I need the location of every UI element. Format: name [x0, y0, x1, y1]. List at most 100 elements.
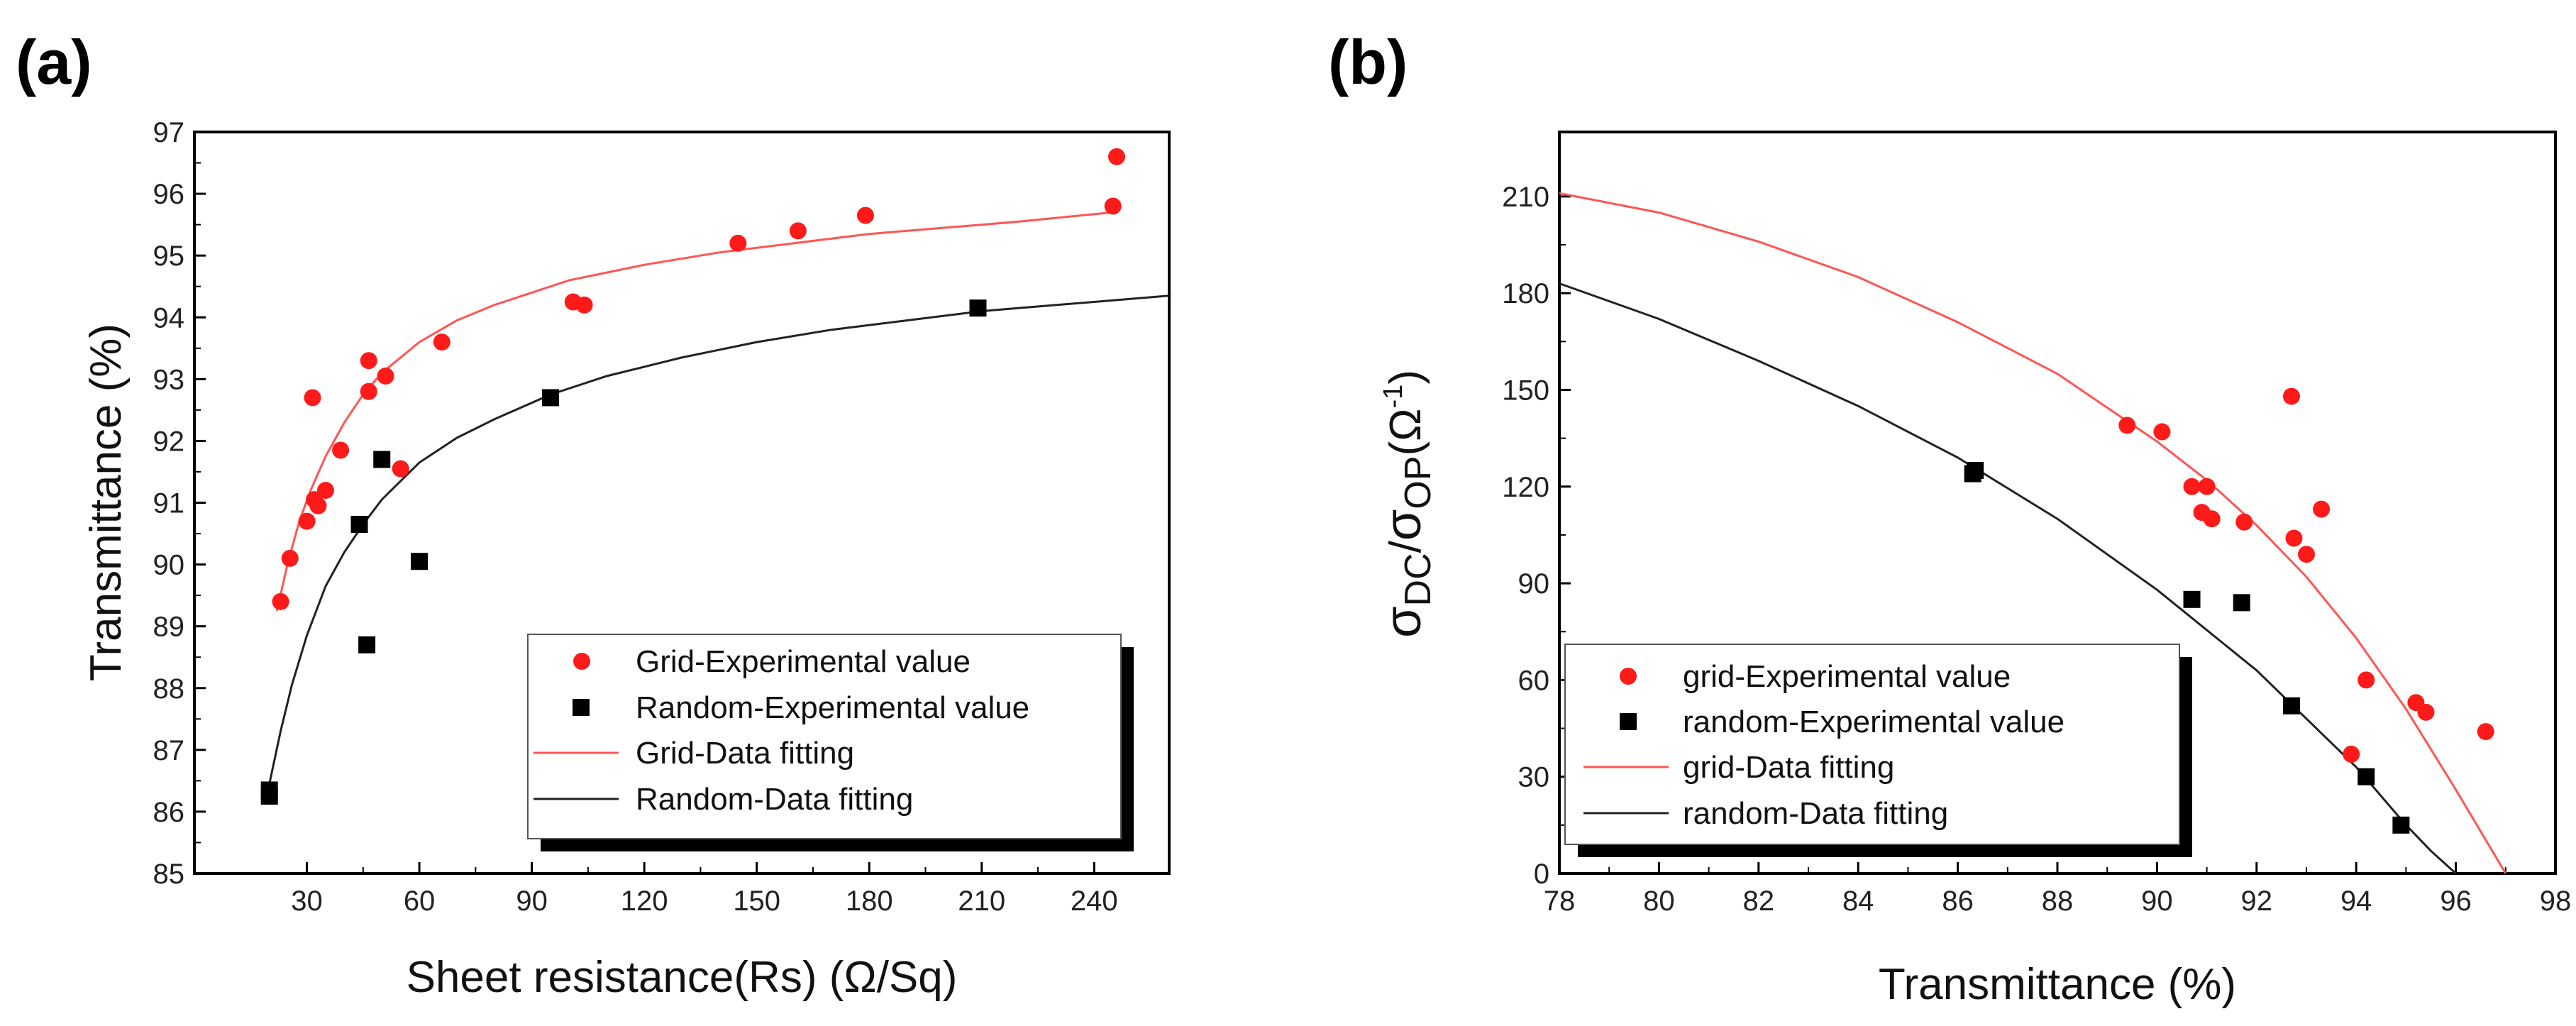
x-tick-label: 180 [846, 886, 893, 917]
legend-label-random-exp-b: random-Experimental value [1683, 705, 2064, 739]
data-point [729, 234, 747, 252]
data-point [2282, 387, 2300, 405]
ylabel-sigma-2: σ [1375, 509, 1432, 541]
y-tick-label: 97 [153, 117, 185, 148]
data-point [1104, 197, 1122, 215]
data-point [575, 296, 593, 314]
data-point [2392, 816, 2410, 834]
data-point [316, 482, 334, 500]
data-point [304, 389, 321, 407]
data-point [2198, 478, 2216, 495]
data-point [2343, 745, 2360, 763]
y-tick-label: 85 [153, 859, 185, 890]
data-point [332, 441, 350, 459]
panel-label-b: (b) [1328, 27, 1408, 97]
data-point [358, 636, 376, 653]
x-tick-label: 78 [1544, 886, 1576, 917]
x-tick-label: 60 [404, 886, 436, 917]
x-tick-label: 150 [733, 886, 780, 917]
data-point [2203, 510, 2221, 528]
y-tick-label: 150 [1502, 375, 1549, 406]
y-tick-label: 91 [153, 488, 185, 519]
x-tick-label: 84 [1842, 886, 1874, 917]
x-tick-label: 94 [2340, 886, 2372, 917]
data-point [350, 515, 368, 533]
x-tick-label: 90 [2141, 886, 2173, 917]
y-tick-label: 120 [1502, 472, 1549, 503]
y-axis-title-a: Transmittance (%) [82, 324, 131, 681]
legend-label-grid-fit-a: Grid-Data fitting [636, 736, 854, 771]
fit-lines-a [268, 211, 1170, 785]
data-point [360, 382, 377, 400]
legend-marker-random-exp-a [573, 699, 590, 716]
x-tick-label: 80 [1643, 886, 1675, 917]
y-tick-label: 93 [153, 364, 185, 395]
legend-label-random-exp-a: Random-Experimental value [636, 690, 1029, 725]
y-tick-label: 30 [1518, 762, 1550, 793]
x-tick-label: 120 [621, 886, 668, 917]
data-point [856, 206, 874, 224]
legend-a: Grid-Experimental value Random-Experimen… [527, 634, 1134, 851]
data-point [2282, 697, 2300, 715]
data-point [433, 333, 450, 351]
x-tick-label: 86 [1942, 886, 1974, 917]
data-point [360, 352, 377, 370]
data-point [373, 451, 391, 468]
data-point [789, 222, 807, 240]
ylabel-sub-op: OP [1398, 456, 1439, 509]
legend-label-grid-fit-b: grid-Data fitting [1683, 750, 1894, 785]
panel-label-a: (a) [16, 27, 92, 97]
x-tick-label: 30 [291, 886, 323, 917]
y-tick-label: 210 [1502, 182, 1549, 213]
data-point [2313, 500, 2331, 518]
x-tick-label: 240 [1071, 886, 1118, 917]
legend-box-a [527, 634, 1122, 839]
ylabel-unit-sup: -1 [1378, 385, 1408, 409]
data-point [2233, 594, 2250, 612]
y-tick-label: 88 [153, 673, 185, 705]
legend-marker-random-exp-b [1620, 713, 1637, 730]
data-point [2153, 423, 2171, 441]
data-point [2357, 768, 2375, 785]
x-tick-label: 88 [2042, 886, 2074, 917]
y-tick-label: 87 [153, 735, 185, 766]
y-tick-label: 90 [153, 550, 185, 581]
data-point [392, 460, 409, 478]
data-point [542, 389, 560, 407]
fit-line-a-2 [275, 211, 1113, 612]
x-tick-label: 92 [2241, 886, 2273, 917]
x-axis-title-b: Transmittance (%) [1879, 960, 2236, 1009]
y-tick-label: 90 [1518, 568, 1550, 600]
data-point [2285, 529, 2303, 547]
y-tick-label: 92 [153, 426, 185, 457]
data-point [2357, 671, 2375, 689]
legend-label-random-fit-a: Random-Data fitting [636, 782, 913, 817]
legend-marker-grid-exp-b [1620, 668, 1637, 685]
y-tick-label: 89 [153, 612, 185, 643]
legend-label-grid-exp-b: grid-Experimental value [1683, 659, 2011, 694]
y-axis-title-b: σDC/σOP(Ω-1) [1375, 370, 1439, 638]
legend-label-grid-exp-a: Grid-Experimental value [636, 644, 971, 679]
panel-a: (a) 30 60 90 120 150 180 210 240 85 86 87 88 89 90 91 9… [16, 27, 1171, 1002]
ylabel-slash: / [1381, 540, 1430, 553]
data-point [2417, 703, 2435, 721]
y-tick-label: 0 [1534, 859, 1549, 890]
data-point [281, 549, 299, 567]
x-tick-label: 82 [1743, 886, 1775, 917]
ylabel-unit-close: ) [1381, 370, 1430, 385]
legend-label-random-fit-b: random-Data fitting [1683, 796, 1948, 831]
legend-marker-grid-exp-a [573, 653, 590, 670]
ylabel-unit-open: (Ω [1381, 409, 1430, 456]
data-points-b [1964, 387, 2494, 834]
data-point [969, 299, 987, 317]
data-point [2298, 546, 2315, 563]
x-tick-label: 98 [2540, 886, 2572, 917]
data-point [2183, 478, 2201, 495]
data-point [272, 592, 289, 610]
data-point [377, 367, 394, 385]
data-point [2477, 723, 2494, 741]
data-points-a [260, 148, 1126, 805]
data-point [2118, 417, 2136, 434]
fit-line-a-3 [268, 294, 1170, 785]
